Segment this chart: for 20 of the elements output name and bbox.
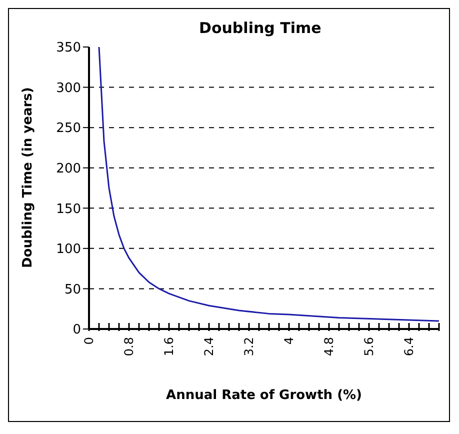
x-tick-label: 4.8 <box>322 337 336 356</box>
y-tick-label: 150 <box>56 202 81 217</box>
y-tick-label: 100 <box>56 242 81 258</box>
y-tick-label: 250 <box>56 121 81 136</box>
x-tick-label: 0 <box>82 337 96 345</box>
x-tick-label: 1.6 <box>162 337 176 356</box>
y-tick-label: 50 <box>64 282 81 298</box>
x-tick-label: 6.4 <box>402 337 416 356</box>
chart-title: Doubling Time <box>199 19 322 37</box>
y-tick-label: 300 <box>56 80 81 96</box>
y-tick-label: 350 <box>56 40 81 56</box>
x-tick-label: 5.6 <box>362 337 376 356</box>
y-axis-title: Doubling Time (in years) <box>20 87 36 268</box>
x-tick-label: 3.2 <box>242 337 256 356</box>
y-tick-label: 200 <box>56 161 81 176</box>
x-axis-title: Annual Rate of Growth (%) <box>166 388 362 403</box>
line-series <box>98 47 439 322</box>
x-tick-label: 4 <box>282 337 296 345</box>
x-tick-label: 2.4 <box>202 337 216 356</box>
x-tick-label: 0.8 <box>122 337 136 356</box>
